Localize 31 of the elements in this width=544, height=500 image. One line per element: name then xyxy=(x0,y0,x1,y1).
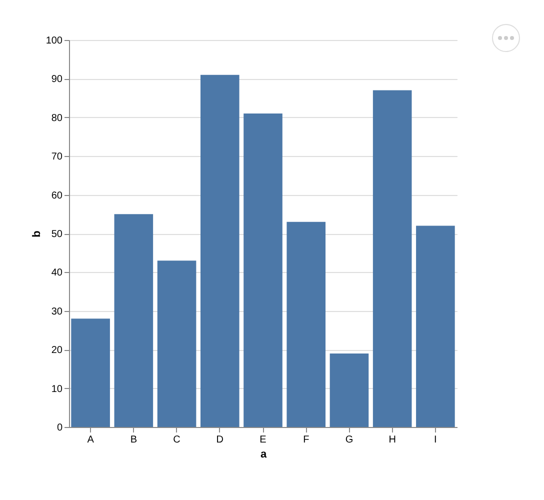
y-tick-label: 60 xyxy=(51,190,63,202)
x-tick-label: F xyxy=(303,434,310,446)
y-tick-label: 100 xyxy=(46,36,63,46)
bar xyxy=(244,114,282,427)
x-tick-label: C xyxy=(173,434,180,446)
bar xyxy=(114,214,154,427)
x-tick-label: E xyxy=(260,434,267,446)
y-tick-label: 0 xyxy=(56,422,63,434)
x-axis-title: a xyxy=(260,448,268,460)
x-tick-label: B xyxy=(130,434,138,446)
bar xyxy=(157,260,196,427)
x-tick-label: A xyxy=(87,434,94,446)
y-tick-label: 50 xyxy=(51,229,63,240)
x-tick-label: H xyxy=(388,434,396,446)
x-tick-label: G xyxy=(345,434,354,446)
bar xyxy=(372,90,412,427)
x-tick-label: D xyxy=(216,434,224,446)
x-tick-label: I xyxy=(434,434,437,446)
y-tick-label: 20 xyxy=(51,345,63,356)
y-tick-label: 90 xyxy=(51,74,63,86)
bar xyxy=(416,226,455,427)
y-tick-label: 80 xyxy=(51,112,63,124)
bar xyxy=(330,353,369,427)
y-tick-label: 40 xyxy=(51,268,63,279)
y-tick-label: 70 xyxy=(51,152,63,163)
bar xyxy=(200,74,240,427)
y-tick-label: 10 xyxy=(51,384,63,395)
y-tick-label: 30 xyxy=(51,306,63,318)
bar xyxy=(286,222,326,427)
y-axis-title: b xyxy=(30,230,43,238)
bar xyxy=(71,318,110,427)
